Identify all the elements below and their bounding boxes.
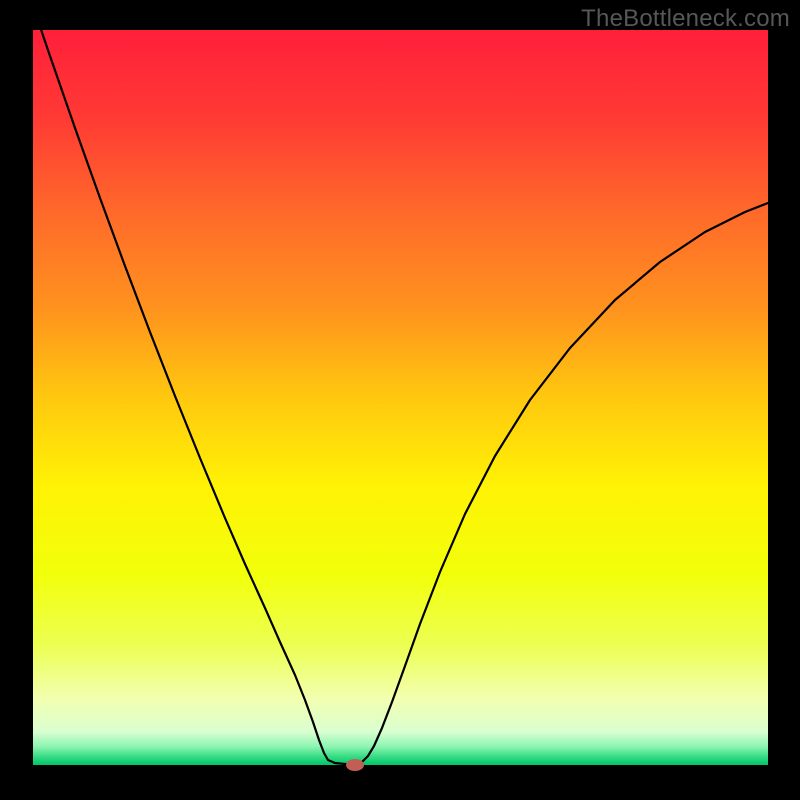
current-point-marker: [346, 759, 364, 771]
watermark-text: TheBottleneck.com: [581, 5, 790, 33]
chart-background-gradient: [33, 30, 768, 765]
chart-container: TheBottleneck.com: [0, 0, 800, 800]
